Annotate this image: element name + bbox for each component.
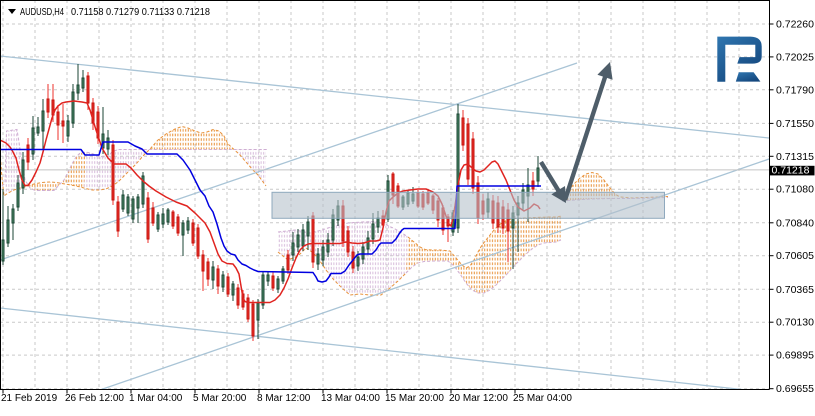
svg-text:0.71550: 0.71550	[776, 118, 814, 130]
svg-text:8 Mar 12:00: 8 Mar 12:00	[257, 393, 311, 404]
svg-text:0.69895: 0.69895	[776, 350, 814, 362]
svg-text:5 Mar 20:00: 5 Mar 20:00	[193, 393, 247, 404]
svg-text:21 Feb 2019: 21 Feb 2019	[1, 393, 58, 404]
svg-text:0.71158 0.71279 0.71133 0.7121: 0.71158 0.71279 0.71133 0.71218	[71, 7, 210, 18]
svg-text:0.72025: 0.72025	[776, 51, 814, 63]
svg-text:0.71080: 0.71080	[776, 184, 814, 196]
svg-text:15 Mar 20:00: 15 Mar 20:00	[385, 393, 444, 404]
svg-text:0.71790: 0.71790	[776, 84, 814, 96]
svg-text:AUDUSD,H4: AUDUSD,H4	[20, 7, 64, 18]
svg-text:0.72260: 0.72260	[776, 19, 814, 31]
svg-text:1 Mar 04:00: 1 Mar 04:00	[129, 393, 183, 404]
svg-text:0.71218: 0.71218	[772, 165, 810, 177]
svg-text:0.70130: 0.70130	[776, 317, 814, 329]
svg-text:0.70840: 0.70840	[776, 217, 814, 229]
svg-text:25 Mar 04:00: 25 Mar 04:00	[513, 393, 572, 404]
svg-text:0.71315: 0.71315	[776, 151, 814, 163]
svg-text:26 Feb 12:00: 26 Feb 12:00	[65, 393, 124, 404]
svg-text:13 Mar 04:00: 13 Mar 04:00	[321, 393, 380, 404]
svg-text:20 Mar 12:00: 20 Mar 12:00	[449, 393, 508, 404]
svg-text:0.70365: 0.70365	[776, 284, 814, 296]
svg-text:0.70605: 0.70605	[776, 250, 814, 262]
svg-text:0.69655: 0.69655	[776, 383, 814, 395]
